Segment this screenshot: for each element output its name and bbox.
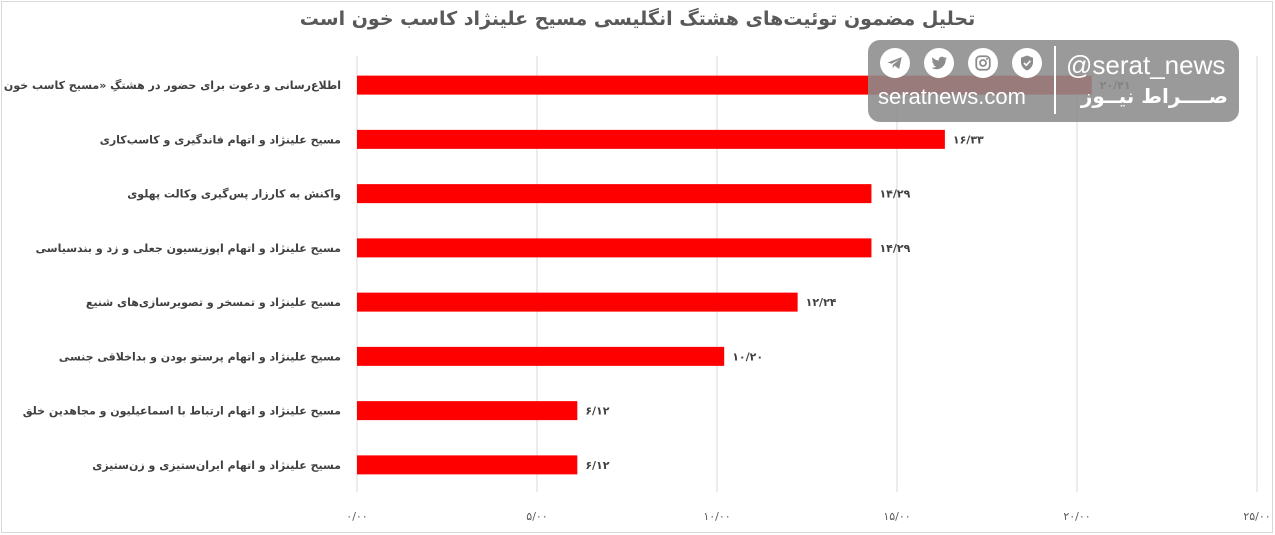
bar [357,346,725,366]
x-tick-label: ۲۵/۰۰ [1243,510,1270,523]
x-tick-label: ۵/۰۰ [526,510,547,523]
category-label: مسیح علینژاد و اتهام اپوزیسیون جعلی و زد… [36,242,341,255]
bar [357,238,872,258]
category-label: مسیح علینژاد و اتهام پرستو بودن و بداخلا… [59,350,341,363]
category-label: مسیح علینژاد و تمسخر و تصویرسازی‌های شنی… [86,296,341,309]
telegram-icon [880,48,910,78]
bar-value-label: ۱۴/۲۹ [879,242,910,255]
category-label: مسیح علینژاد و اتهام فاندگیری و کاسب‌کار… [100,133,341,146]
x-tick-label: ۰/۰۰ [346,510,367,523]
watermark-brand: صــــراط نیــوز [1080,84,1228,108]
bar-value-label: ۱۲/۲۴ [806,296,837,309]
bar-value-label: ۶/۱۲ [585,405,609,418]
bar [357,292,798,312]
bar [357,184,872,204]
grid-lines [356,56,1258,492]
bar [357,455,578,475]
twitter-icon [924,48,954,78]
instagram-icon [968,48,998,78]
x-tick-label: ۲۰/۰۰ [1063,510,1090,523]
category-label: مسیح علینژاد و اتهام ایران‌ستیزی و زن‌ست… [92,459,341,472]
category-label: واکنش به کارزار پس‌گیری وکالت پهلوی [127,188,341,201]
shield-check-icon [1012,48,1042,78]
bars [357,75,1092,475]
category-label: اطلاع‌رسانی و دعوت برای حضور در هشتگِ «م… [0,78,341,92]
watermark-site: seratnews.com [878,84,1026,109]
chart-title: تحلیل مضمون توئیت‌های هشتگ انگلیسی مسیح … [299,8,976,30]
labels: ۰/۰۰۵/۰۰۱۰/۰۰۱۵/۰۰۲۰/۰۰۲۵/۰۰۲۰/۴۱اطلاع‌ر… [0,78,1271,523]
watermark-handle: @serat_news [1066,50,1226,80]
watermark-badge: seratnews.com @serat_news صــــراط نیــو… [868,40,1239,122]
x-tick-label: ۱۵/۰۰ [883,510,910,523]
bar-value-label: ۱۶/۳۳ [953,133,984,146]
x-tick-label: ۱۰/۰۰ [703,510,730,523]
bar-value-label: ۱۰/۲۰ [732,350,763,363]
category-label: مسیح علینژاد و اتهام ارتباط با اسماعیلیو… [23,405,341,418]
bar-value-label: ۶/۱۲ [585,459,609,472]
watermark-divider [1054,46,1056,114]
bar [357,401,578,421]
bar-value-label: ۱۴/۲۹ [879,188,910,201]
bar [357,129,945,149]
